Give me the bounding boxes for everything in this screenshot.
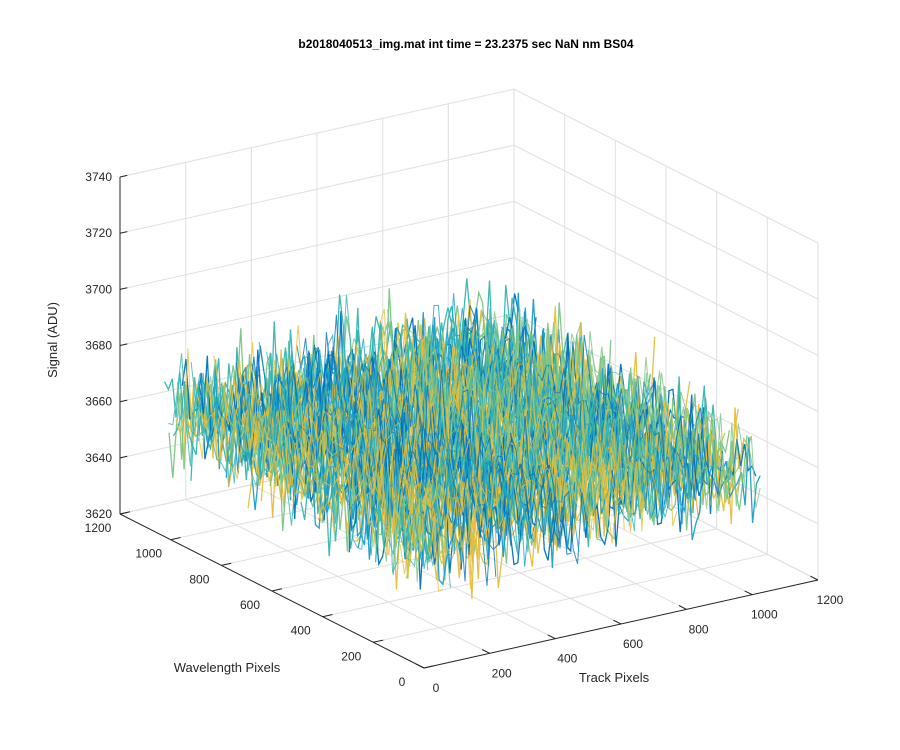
y-tick <box>423 665 434 669</box>
y-tick-label: 1200 <box>85 521 112 535</box>
z-tick <box>119 343 128 346</box>
y-tick-label: 600 <box>240 598 260 612</box>
x-tick-label: 800 <box>689 622 709 636</box>
surface <box>164 278 761 599</box>
z-tick-label: 3660 <box>85 395 112 409</box>
chart-title: b2018040513_img.mat int time = 23.2375 s… <box>298 37 634 51</box>
x-tick <box>613 619 622 625</box>
y-tick-label: 0 <box>399 675 406 689</box>
surface-strip <box>168 353 429 573</box>
surface-strip <box>190 361 451 588</box>
x-tick-label: 0 <box>433 681 440 695</box>
surface-strip <box>183 348 444 593</box>
axes: 0 200 400 600 800 1000 1200 0 200 400 600 800 1000 12… <box>85 170 844 695</box>
surface-strip <box>175 377 436 575</box>
wall-gridline <box>119 200 515 290</box>
x-tick <box>547 634 556 640</box>
floor-gridline <box>322 528 717 618</box>
z-tick-label: 3740 <box>85 170 112 184</box>
z-tick-label: 3720 <box>85 226 112 240</box>
x-tick-label: 600 <box>623 637 643 651</box>
x-tick <box>744 590 753 596</box>
surface-strip <box>387 309 648 526</box>
x-tick-label: 200 <box>492 666 512 680</box>
y-tick-label: 1000 <box>135 547 162 561</box>
wall-gridline <box>119 257 515 346</box>
z-tick-label: 3700 <box>85 282 112 296</box>
x-tick-label: 1000 <box>751 608 778 622</box>
surface-strip <box>432 307 693 519</box>
x-tick-label: 1200 <box>817 593 844 607</box>
surface-strip <box>296 314 557 543</box>
x-axis-label: Track Pixels <box>579 670 650 685</box>
x-tick <box>678 605 687 610</box>
y-axis-label: Wavelength Pixels <box>174 660 281 675</box>
y-tick <box>170 537 181 541</box>
z-tick <box>119 174 128 178</box>
surface-strip <box>205 376 467 582</box>
x-tick <box>810 575 819 581</box>
wall-gridline <box>513 313 819 469</box>
y-tick-label: 400 <box>291 624 311 638</box>
z-tick <box>119 511 128 515</box>
z-tick-label: 3620 <box>85 507 112 521</box>
wall-gridline <box>513 144 819 300</box>
z-tick <box>119 399 128 403</box>
wall-gridline <box>119 88 515 178</box>
y-tick <box>271 588 283 592</box>
z-tick <box>119 231 128 234</box>
wall-gridline <box>119 144 515 234</box>
surface-strip <box>470 312 731 513</box>
z-axis-label: Signal (ADU) <box>45 302 60 378</box>
z-tick <box>119 287 128 290</box>
floor-gridline <box>373 553 768 643</box>
wall-gridline <box>513 257 819 412</box>
surface-strip <box>288 325 550 549</box>
x-tick-label: 400 <box>557 652 577 666</box>
y-tick-label: 200 <box>341 649 361 663</box>
x-tick <box>416 663 425 669</box>
y-tick-label: 800 <box>189 572 209 586</box>
x-tick <box>481 649 490 654</box>
wall-gridline <box>513 88 819 244</box>
wall-gridline <box>513 200 819 356</box>
z-tick-label: 3640 <box>85 451 112 465</box>
y-tick <box>221 562 232 566</box>
surface-strip <box>477 311 738 509</box>
z-tick-label: 3680 <box>85 339 112 353</box>
y-tick <box>373 639 384 643</box>
y-tick <box>322 614 333 618</box>
surface-strip <box>447 305 708 511</box>
surface-strip <box>356 326 618 544</box>
z-tick <box>119 455 128 459</box>
